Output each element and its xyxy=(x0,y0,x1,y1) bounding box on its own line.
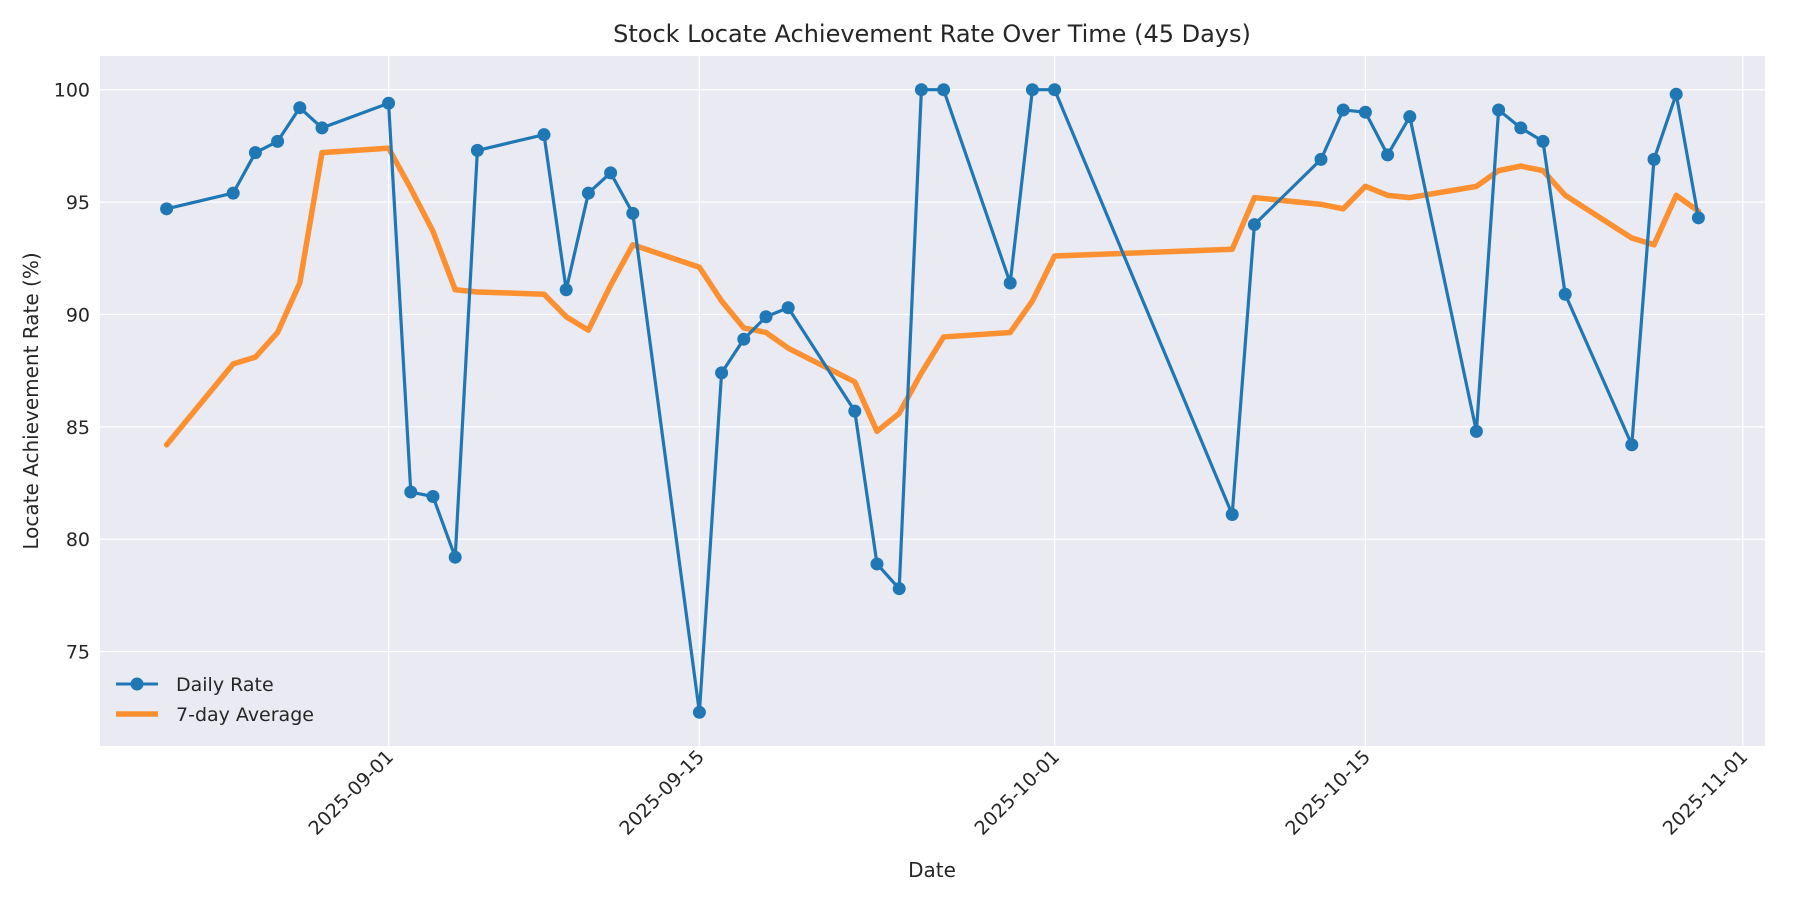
chart-title: Stock Locate Achievement Rate Over Time … xyxy=(613,20,1251,48)
data-point xyxy=(160,202,174,216)
data-point xyxy=(848,404,862,418)
data-point xyxy=(226,186,240,200)
y-tick-label: 90 xyxy=(66,304,90,326)
data-point xyxy=(1558,287,1572,301)
data-point xyxy=(581,186,595,200)
data-point xyxy=(1003,276,1017,290)
legend: Daily Rate 7-day Average xyxy=(116,674,314,726)
y-tick-label: 75 xyxy=(66,642,90,664)
data-point xyxy=(715,366,729,380)
data-point xyxy=(604,166,618,180)
data-point xyxy=(892,582,906,596)
data-point xyxy=(1625,438,1639,452)
legend-7-day-average-label: 7-day Average xyxy=(176,704,314,726)
data-point xyxy=(1381,148,1395,162)
data-point xyxy=(537,128,551,142)
series-7-day-average xyxy=(163,145,1702,448)
y-tick-label: 80 xyxy=(66,529,90,551)
series-group xyxy=(160,83,1705,719)
x-axis-label: Date xyxy=(908,858,956,882)
data-point xyxy=(248,146,262,160)
data-point xyxy=(870,557,884,571)
series-daily-rate xyxy=(160,83,1705,719)
data-point xyxy=(781,301,795,315)
data-point xyxy=(404,485,418,499)
data-point xyxy=(315,121,329,135)
data-point xyxy=(1247,218,1261,232)
data-point xyxy=(626,206,640,220)
data-point xyxy=(271,134,285,148)
data-point xyxy=(1669,87,1683,101)
legend-daily-rate-label: Daily Rate xyxy=(176,674,274,696)
data-point xyxy=(426,490,440,504)
y-tick-label: 95 xyxy=(66,192,90,214)
legend-daily-rate-marker xyxy=(130,677,144,691)
y-axis-label: Locate Achievement Rate (%) xyxy=(19,252,43,549)
data-point xyxy=(759,310,773,324)
plot-area xyxy=(100,56,1765,746)
y-tick-label: 85 xyxy=(66,417,90,439)
data-point xyxy=(1647,152,1661,166)
grid xyxy=(100,56,1765,746)
data-point xyxy=(1691,211,1705,225)
y-axis-ticks: 75 80 85 90 95 100 xyxy=(54,80,90,664)
data-point xyxy=(914,83,928,97)
data-point xyxy=(1358,105,1372,119)
data-point xyxy=(1514,121,1528,135)
data-point xyxy=(1025,83,1039,97)
7-day-average-line xyxy=(163,145,1702,448)
data-point xyxy=(293,101,307,115)
data-point xyxy=(1336,103,1350,117)
data-point xyxy=(692,705,706,719)
data-point xyxy=(737,332,751,346)
y-tick-label: 100 xyxy=(54,80,90,102)
data-point xyxy=(559,283,573,297)
data-point xyxy=(937,83,951,97)
data-point xyxy=(470,143,484,157)
data-point xyxy=(1536,134,1550,148)
data-point xyxy=(1492,103,1506,117)
data-point xyxy=(1048,83,1062,97)
data-point xyxy=(1225,508,1239,522)
data-point xyxy=(1469,424,1483,438)
data-point xyxy=(1314,152,1328,166)
data-point xyxy=(1403,110,1417,124)
data-point xyxy=(448,550,462,564)
data-point xyxy=(382,96,396,110)
